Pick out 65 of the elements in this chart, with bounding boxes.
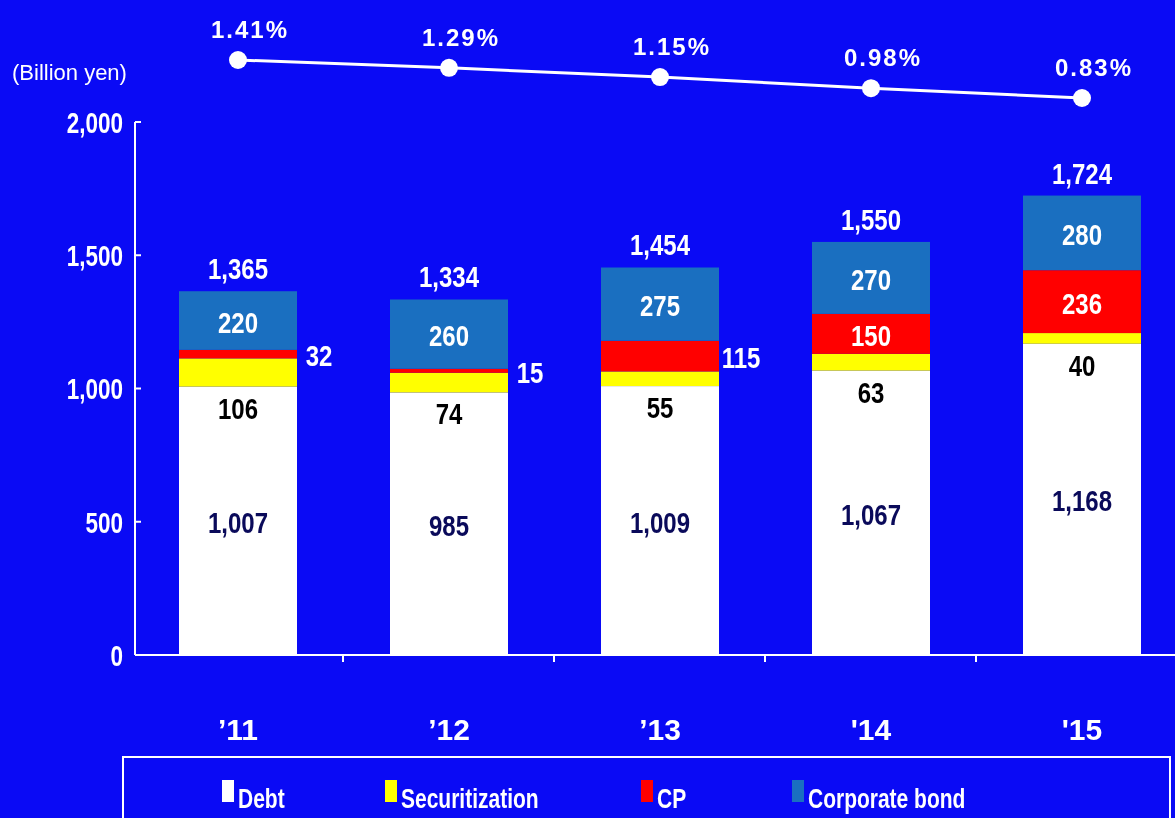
data-label: 15 [516, 355, 544, 390]
data-label: 260 [428, 318, 470, 353]
data-label: 63 [857, 375, 885, 410]
y-tick-label: 500 [85, 505, 123, 540]
data-label: 1,009 [629, 504, 691, 540]
point [440, 58, 458, 77]
bar [390, 372, 508, 393]
y-axis-title: (Billion yen) [12, 60, 127, 85]
data-label: 106 [217, 391, 259, 426]
data-label: 280 [1061, 217, 1103, 252]
bar [601, 340, 719, 372]
data-label: 236 [1061, 286, 1103, 321]
x-tick-label: ’12 [428, 713, 470, 746]
total-label: 1,365 [207, 251, 269, 286]
data-label: 150 [850, 318, 892, 353]
bar [812, 353, 930, 371]
data-label: 220 [217, 304, 259, 340]
y-tick-label: 0 [110, 638, 123, 673]
point [1073, 89, 1091, 107]
data-label: 275 [639, 288, 681, 323]
bar [179, 349, 297, 359]
bar [390, 299, 508, 369]
bar [601, 267, 719, 341]
bar [179, 358, 297, 387]
data-label: 270 [850, 262, 892, 297]
data-label: 40 [1068, 348, 1096, 383]
data-label: 74 [435, 396, 463, 432]
data-label: 0.83% [1054, 54, 1134, 81]
point [862, 79, 880, 98]
data-label: 0.98% [843, 44, 923, 72]
y-tick-label: 1,500 [66, 239, 123, 274]
data-label: 1.41% [210, 16, 290, 43]
data-label: 1.29% [421, 23, 501, 51]
y-tick-label: 1,000 [66, 372, 123, 407]
bar [1023, 270, 1141, 334]
bar [812, 241, 930, 314]
legend-label: CP [657, 783, 687, 814]
bar [1023, 195, 1141, 271]
legend-label: Debt [238, 783, 285, 814]
data-label: 1,067 [840, 497, 902, 532]
bar [601, 371, 719, 387]
point [651, 68, 669, 87]
data-label: 1,007 [207, 505, 269, 540]
data-label: 1,168 [1051, 483, 1113, 518]
total-label: 1,550 [840, 202, 902, 237]
y-tick-label: 2,000 [66, 105, 123, 140]
point [229, 51, 247, 69]
x-tick-label: '14 [850, 713, 892, 746]
data-label: 115 [721, 340, 761, 375]
bar [179, 291, 297, 350]
total-label: 1,454 [629, 227, 691, 263]
total-label: 1,724 [1051, 155, 1113, 191]
data-label: 55 [646, 390, 674, 425]
x-tick-label: ’13 [639, 713, 681, 746]
x-tick-label: '15 [1061, 713, 1103, 746]
legend-label: Securitization [401, 783, 539, 814]
data-label: 1.15% [632, 33, 712, 61]
bar [1023, 333, 1141, 344]
x-tick-label: ’11 [217, 713, 259, 746]
data-label: 32 [305, 338, 333, 373]
data-label: 985 [428, 508, 470, 543]
bar [390, 368, 508, 373]
legend-label: Corporate bond [808, 783, 966, 814]
total-label: 1,334 [418, 259, 480, 295]
bar [812, 313, 930, 354]
